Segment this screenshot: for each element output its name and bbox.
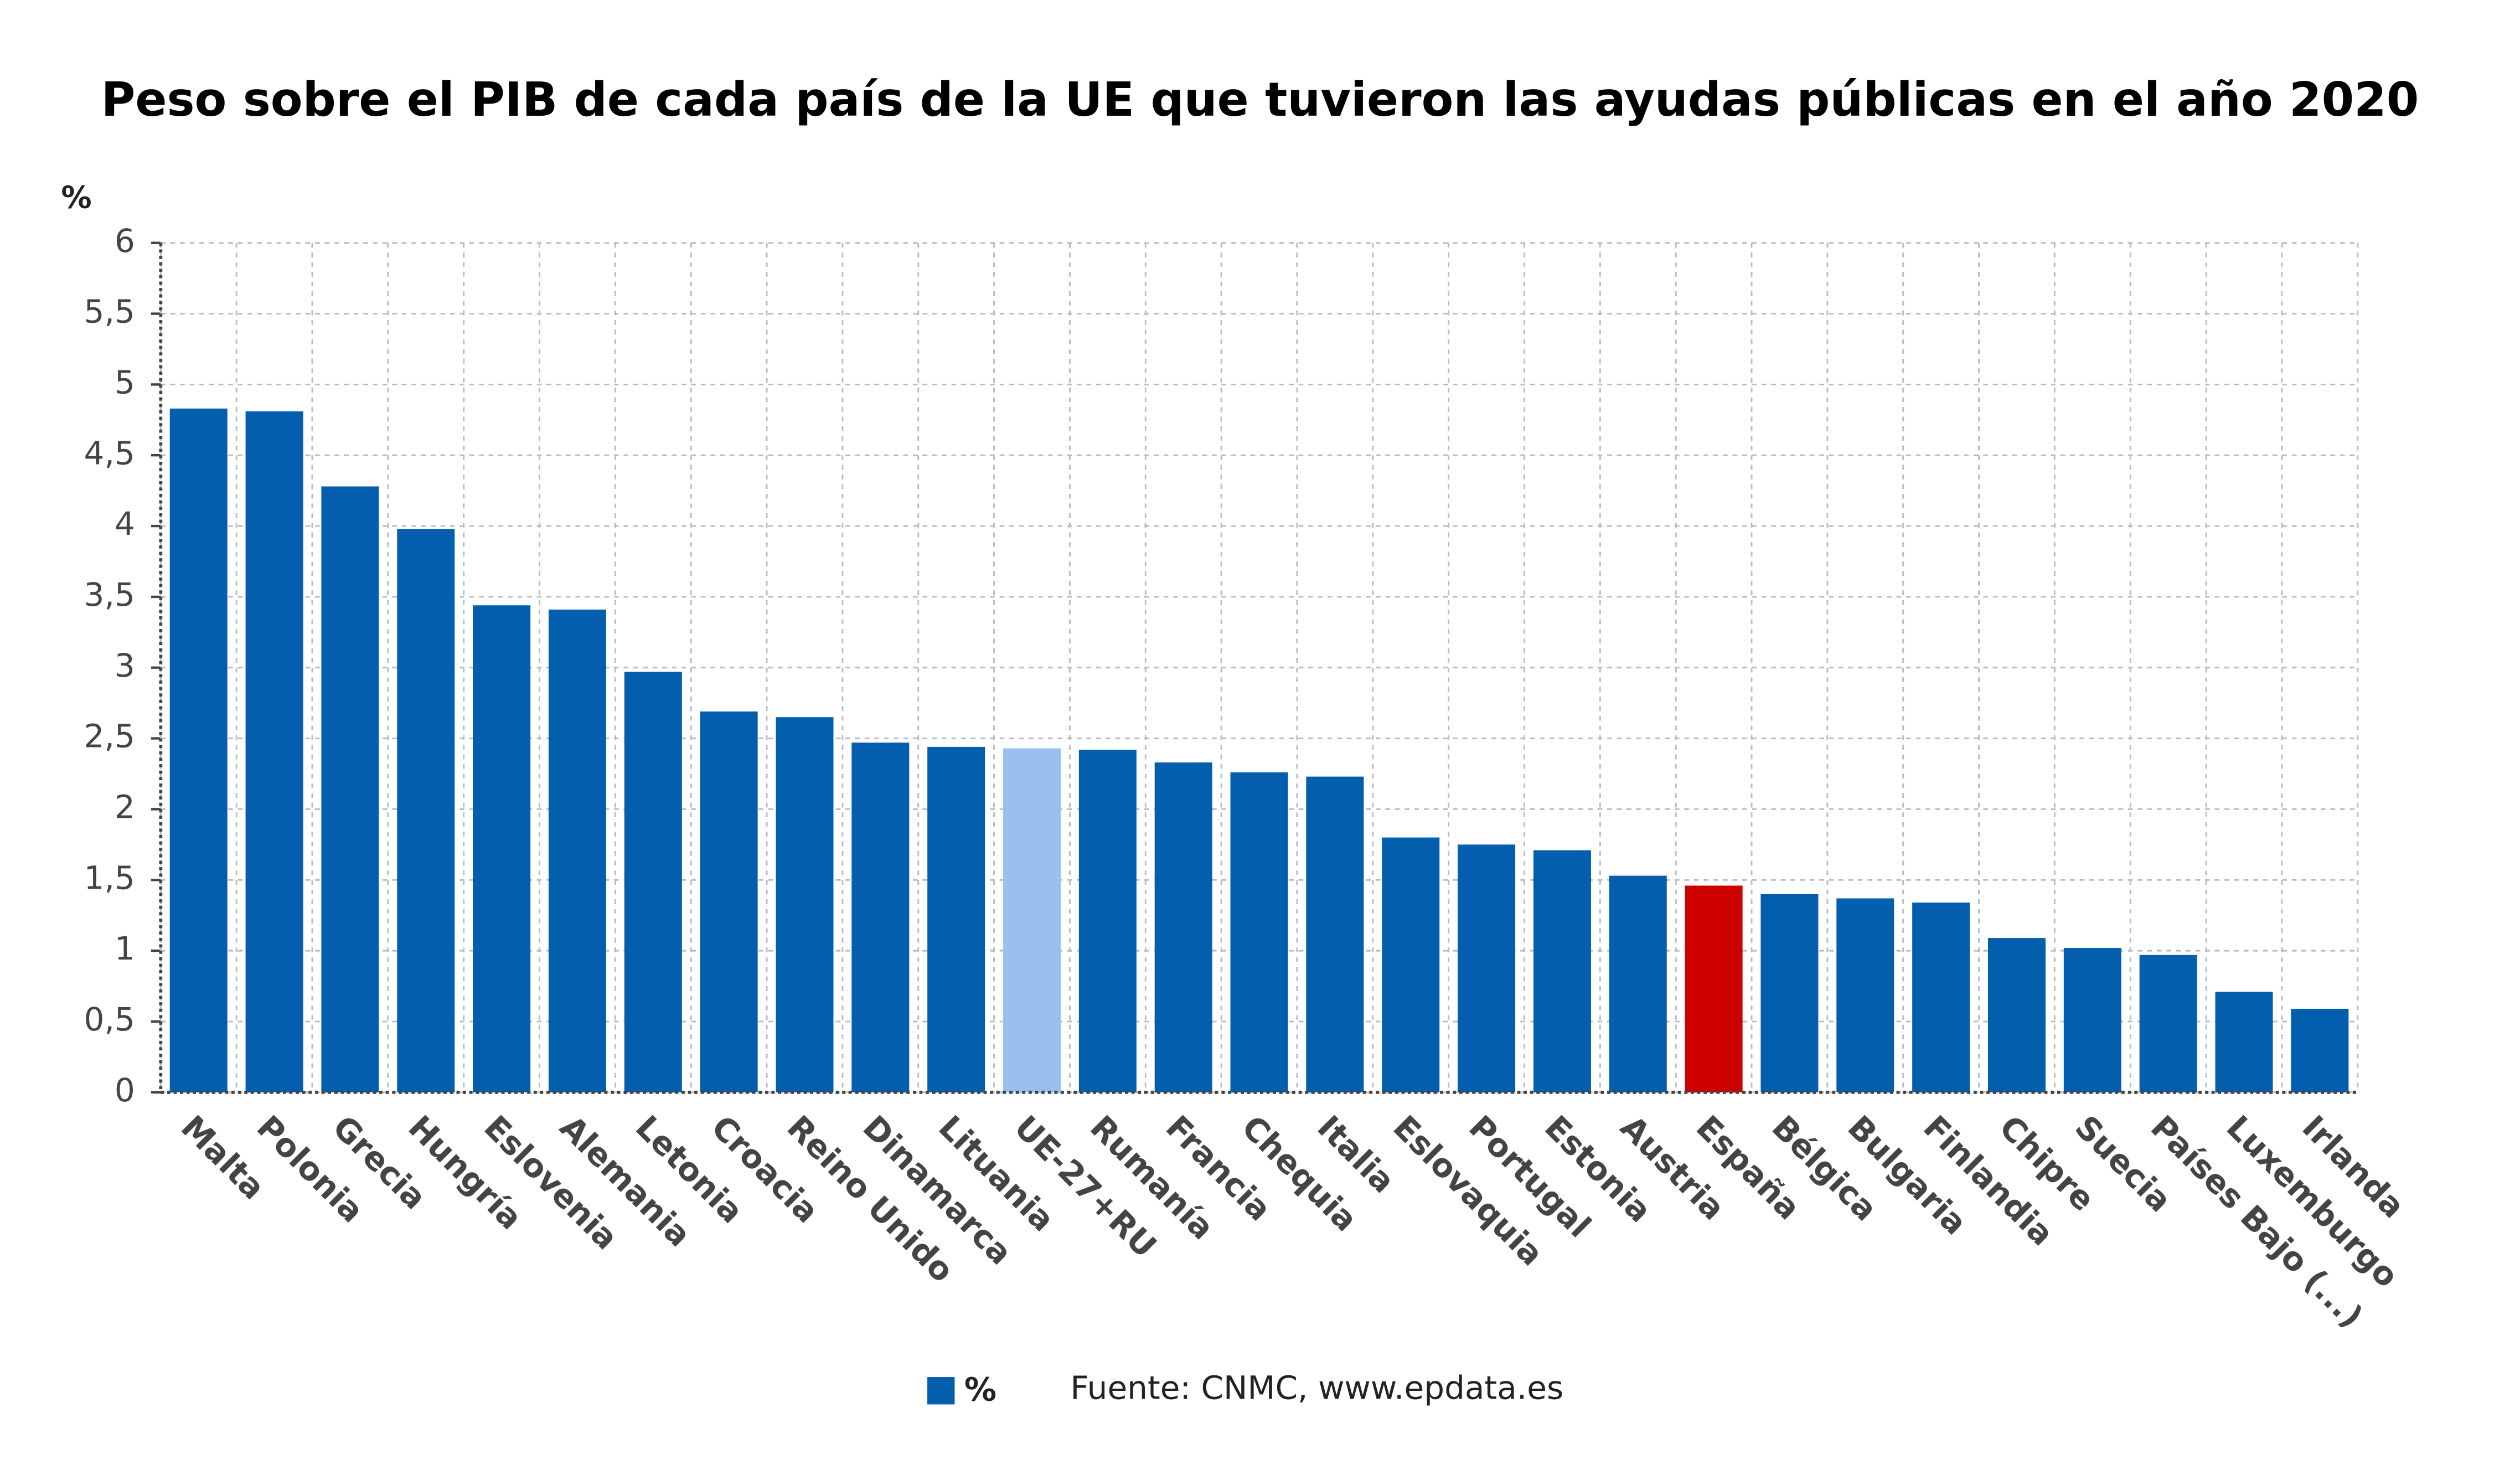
bar <box>1306 776 1364 1092</box>
bar <box>1987 938 2046 1092</box>
y-tick-label: 2 <box>115 788 135 826</box>
y-tick-label: 1 <box>115 930 135 967</box>
y-tick-label: 0 <box>115 1071 135 1109</box>
bar <box>1836 898 1894 1092</box>
bar <box>1458 844 1516 1092</box>
bar <box>1609 875 1667 1092</box>
bar <box>624 672 682 1092</box>
y-tick-label: 3 <box>115 647 135 684</box>
bar <box>1760 894 1819 1092</box>
y-tick-label: 6 <box>115 222 135 260</box>
bar <box>700 711 758 1092</box>
bar <box>321 486 379 1092</box>
bar <box>245 411 303 1092</box>
y-tick-label: 4,5 <box>84 434 135 472</box>
source: Fuente: CNMC, www.epdata.es <box>1070 1369 1563 1406</box>
bar <box>927 746 985 1092</box>
bar <box>2139 955 2197 1092</box>
bar <box>1154 762 1212 1092</box>
bar <box>1230 772 1288 1092</box>
bar <box>397 529 455 1092</box>
y-tick-label: 2,5 <box>84 718 135 755</box>
y-axis-label: % <box>61 180 91 215</box>
bar <box>2215 992 2273 1092</box>
bar <box>548 609 606 1092</box>
legend-label: % <box>964 1370 996 1408</box>
chart-title: Peso sobre el PIB de cada país de la UE … <box>101 73 2419 127</box>
bar <box>473 605 531 1092</box>
bar <box>1912 903 1970 1092</box>
y-tick-label: 0,5 <box>84 1001 135 1038</box>
y-tick-label: 5,5 <box>84 293 135 331</box>
bar <box>1382 837 1440 1092</box>
bar <box>2291 1008 2349 1092</box>
bar <box>1003 748 1061 1092</box>
bar <box>1533 850 1591 1092</box>
bar <box>851 742 910 1092</box>
y-tick-label: 4 <box>115 505 135 543</box>
legend-swatch <box>927 1377 955 1405</box>
bar <box>2063 947 2121 1092</box>
bar <box>1078 750 1137 1092</box>
bar <box>169 408 228 1092</box>
bar <box>776 717 834 1092</box>
y-tick-label: 1,5 <box>84 859 135 896</box>
y-tick-label: 5 <box>115 363 135 401</box>
y-tick-label: 3,5 <box>84 576 135 613</box>
bar <box>1685 885 1743 1092</box>
